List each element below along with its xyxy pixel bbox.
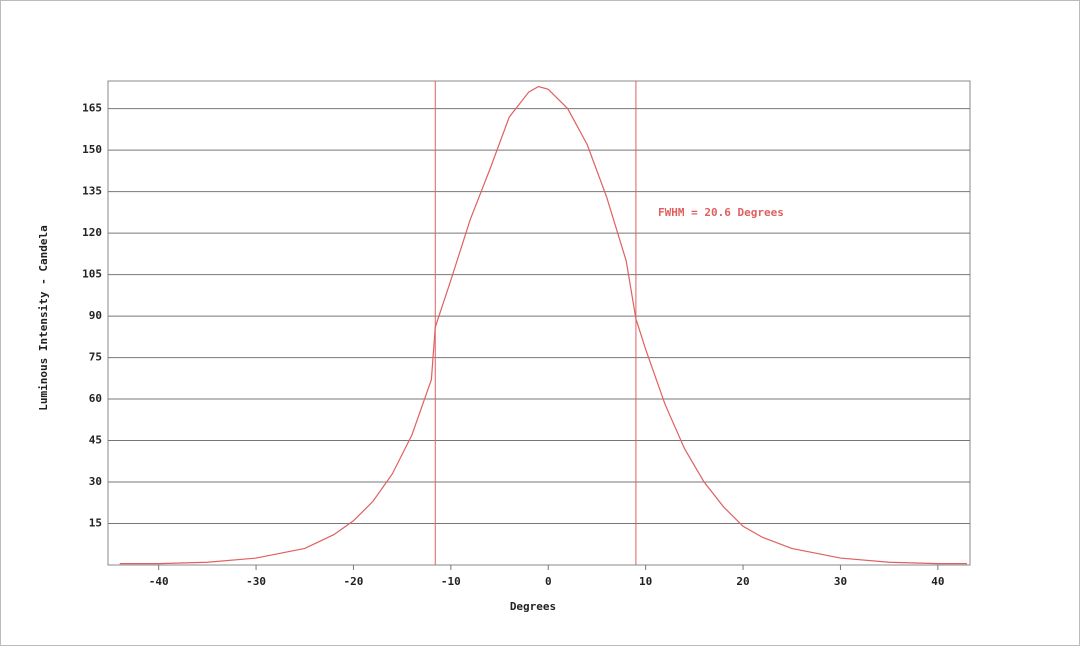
x-tick-label: -40 xyxy=(149,575,169,588)
y-tick-label: 60 xyxy=(89,392,102,405)
x-tick-label: 0 xyxy=(545,575,552,588)
y-axis-label: Luminous Intensity - Candela xyxy=(37,225,50,410)
y-tick-label: 75 xyxy=(89,351,102,364)
plot-area xyxy=(107,80,971,566)
y-tick-label: 90 xyxy=(89,309,102,322)
y-tick-label: 105 xyxy=(82,268,102,281)
x-tick-label: 10 xyxy=(639,575,652,588)
x-axis-label: Degrees xyxy=(510,600,556,613)
x-tick-label: -30 xyxy=(246,575,266,588)
x-tick-label: 40 xyxy=(931,575,944,588)
y-tick-label: 30 xyxy=(89,475,102,488)
y-tick-label: 120 xyxy=(82,226,102,239)
x-tick-label: 20 xyxy=(736,575,749,588)
y-tick-label: 15 xyxy=(89,517,102,530)
y-tick-label: 45 xyxy=(89,434,102,447)
y-tick-label: 150 xyxy=(82,143,102,156)
y-tick-label: 135 xyxy=(82,185,102,198)
y-tick-label: 165 xyxy=(82,102,102,115)
x-tick-label: -10 xyxy=(441,575,461,588)
x-tick-label: 30 xyxy=(834,575,847,588)
curve xyxy=(119,85,968,565)
x-tick-label: -20 xyxy=(344,575,364,588)
annotation: FWHM = 20.6 Degrees xyxy=(658,206,784,219)
